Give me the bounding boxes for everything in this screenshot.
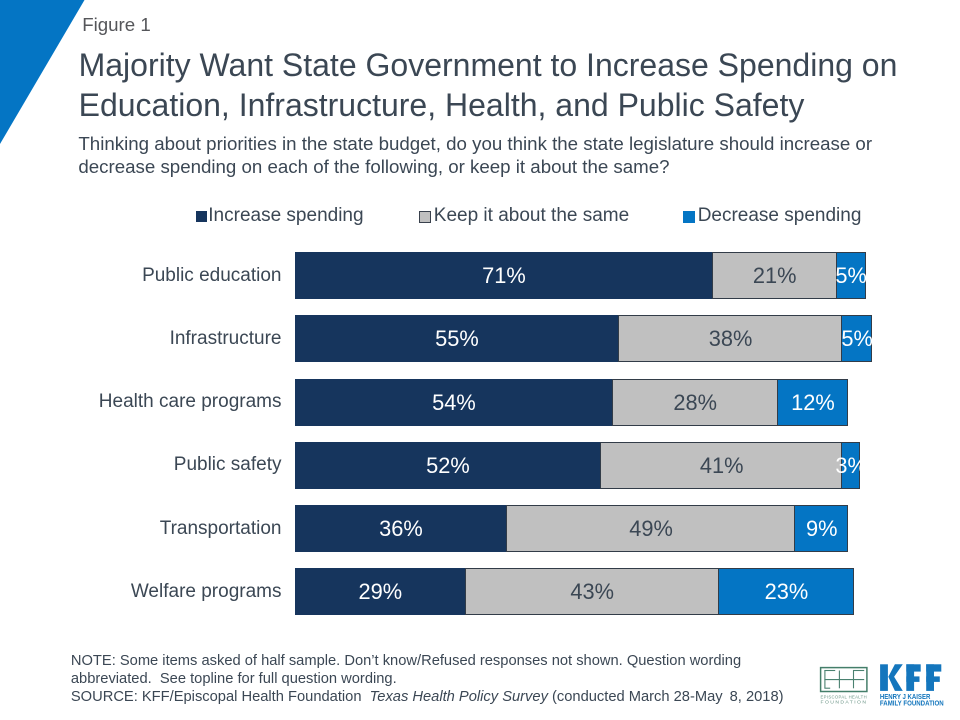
svg-text:EPISCOPAL HEALTH: EPISCOPAL HEALTH [821, 695, 868, 700]
svg-text:FAMILY FOUNDATION: FAMILY FOUNDATION [880, 699, 944, 708]
svg-text:FOUNDATION: FOUNDATION [821, 699, 868, 705]
svg-text:HENRY J KAISER: HENRY J KAISER [880, 692, 931, 701]
